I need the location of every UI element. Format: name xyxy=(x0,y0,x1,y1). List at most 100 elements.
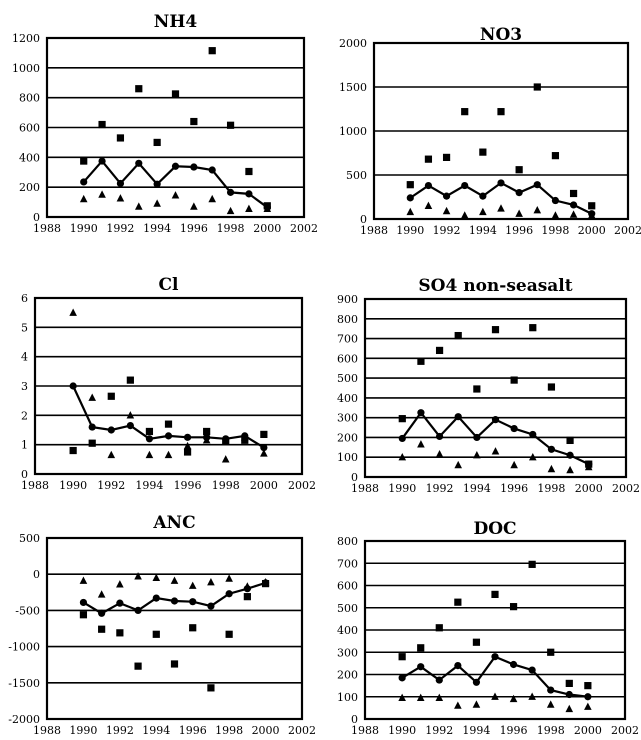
chart-doc-series-circle-line-line xyxy=(401,655,588,698)
chart-doc-xtick-label: 2000 xyxy=(574,724,602,737)
chart-so4-non-seasalt-xtick-label: 1994 xyxy=(463,482,491,495)
chart-no3-title: NO3 xyxy=(480,25,522,45)
chart-no3-ytick-label: 2000 xyxy=(339,37,367,50)
chart-so4-non-seasalt-series-circle-line-point xyxy=(473,433,481,442)
chart-nh4-series-circle-line-point xyxy=(208,166,216,174)
chart-nh4-series-circle-line-point xyxy=(153,180,161,188)
chart-cl-series-square-point xyxy=(69,446,77,455)
chart-no3-series-circle-line-point xyxy=(424,181,433,190)
chart-doc-ytick-label: 100 xyxy=(337,691,358,704)
chart-nh4-series-triangle-point xyxy=(79,194,88,203)
chart-so4-non-seasalt-ytick-label: 700 xyxy=(337,333,358,346)
chart-anc-series-triangle-point xyxy=(243,582,252,590)
chart-no3-series-triangle-point xyxy=(406,207,415,216)
chart-no3-series-square-point xyxy=(461,108,469,116)
chart-no3-ytick-label: 1000 xyxy=(339,125,367,138)
chart-no3-series-circle-line-point xyxy=(569,201,578,209)
chart-no3-series-triangle-point xyxy=(533,206,542,214)
chart-nh4-xtick-label: 1996 xyxy=(180,222,208,235)
chart-no3-ytick-label: 1500 xyxy=(339,81,367,94)
chart-doc-ytick-label: 600 xyxy=(337,580,358,593)
chart-cl: Cl 0 1 2 3 4 5 6 1988 1990 1992 1994 1996 1998 2000 200… xyxy=(21,275,316,492)
chart-cl-series-triangle-point xyxy=(240,433,249,441)
chart-cl-series-triangle-point xyxy=(107,450,116,459)
chart-doc-ytick-label: 0 xyxy=(351,713,358,726)
chart-doc-series-triangle xyxy=(398,692,592,713)
chart-cl-xtick-label: 1998 xyxy=(212,479,240,492)
chart-anc-series-square-point xyxy=(116,629,124,637)
chart-so4-non-seasalt-series-square-point xyxy=(435,346,444,355)
chart-nh4-series-triangle-point xyxy=(98,190,106,198)
chart-no3: NO3 0 500 1000 1500 2000 1988 1990 1992 1994 1996 1… xyxy=(339,25,641,237)
chart-no3-series-square-point xyxy=(497,108,505,116)
chart-nh4-series-square-point xyxy=(208,47,216,55)
chart-anc-series-triangle-point xyxy=(188,581,197,589)
chart-no3-xtick-label: 1998 xyxy=(541,224,569,237)
chart-nh4-series-triangle-point xyxy=(116,194,125,202)
chart-doc-ytick-label: 800 xyxy=(337,535,358,548)
chart-doc-series-circle-line-point xyxy=(584,693,592,701)
chart-cl-ytick-label: 5 xyxy=(21,321,28,334)
chart-doc-ytick-label: 700 xyxy=(337,557,358,570)
chart-doc-series-triangle-point xyxy=(528,692,536,700)
chart-so4-non-seasalt-series-triangle-point xyxy=(510,460,518,469)
chart-nh4-series-triangle-point xyxy=(190,202,198,210)
chart-doc-series-square-point xyxy=(472,638,481,646)
chart-doc-xtick-label: 1988 xyxy=(351,724,379,737)
chart-anc-series-triangle-point xyxy=(152,573,161,581)
chart-so4-non-seasalt-ytick-label: 800 xyxy=(337,313,358,326)
chart-so4-non-seasalt-series-square-point xyxy=(417,357,425,365)
chart-anc-series-triangle-point xyxy=(79,576,88,584)
chart-no3-series-triangle-point xyxy=(497,204,505,212)
chart-no3-series-square-point xyxy=(569,189,578,198)
chart-cl-series-triangle-point xyxy=(164,450,173,459)
chart-nh4-ytick-label: 800 xyxy=(19,92,40,105)
chart-doc-series-triangle-point xyxy=(454,701,462,709)
chart-doc-series-square-point xyxy=(454,598,462,606)
chart-so4-non-seasalt: SO4 non-seasalt 0 100 200 300 400 500 600 700 800… xyxy=(337,276,640,495)
chart-cl-xtick-label: 1996 xyxy=(174,479,202,492)
chart-no3-series-circle-line-point xyxy=(515,189,523,197)
chart-nh4-ytick-label: 400 xyxy=(19,151,40,164)
chart-no3-series-triangle-point xyxy=(479,207,487,216)
chart-no3-series-square xyxy=(406,83,596,210)
chart-cl-series-circle-line-point xyxy=(69,382,77,390)
chart-cl-series-circle-line-point xyxy=(88,423,96,431)
chart-anc-series-square-point xyxy=(243,593,251,601)
chart-nh4-series-square-point xyxy=(226,121,235,129)
chart-cl-ytick-label: 2 xyxy=(21,409,28,422)
chart-so4-non-seasalt-ytick-label: 500 xyxy=(337,372,358,385)
chart-no3-series-square-point xyxy=(406,181,414,189)
chart-no3-series-triangle-point xyxy=(442,206,451,215)
chart-so4-non-seasalt-ytick-label: 0 xyxy=(351,471,358,484)
chart-nh4-xtick-label: 1990 xyxy=(70,222,98,235)
chart-so4-non-seasalt-series-triangle xyxy=(398,440,593,474)
chart-cl-series-triangle-point xyxy=(260,449,268,457)
chart-cl-xtick-label: 1994 xyxy=(135,479,163,492)
chart-so4-non-seasalt-title: SO4 non-seasalt xyxy=(418,276,572,296)
chart-so4-non-seasalt-series-triangle-point xyxy=(435,450,444,458)
chart-anc-series-circle-line-point xyxy=(79,598,88,607)
chart-cl-series-square-point xyxy=(107,392,115,400)
chart-no3-series-square-point xyxy=(515,166,523,174)
chart-nh4-series-circle-line-point xyxy=(226,188,235,196)
chart-cl-ytick-label: 0 xyxy=(21,468,28,481)
chart-doc-ytick-label: 200 xyxy=(337,669,358,682)
chart-cl-series-triangle-point xyxy=(69,308,77,316)
chart-no3-series-square-point xyxy=(442,153,451,161)
chart-nh4-ytick-label: 1200 xyxy=(12,32,40,45)
chart-nh4-series-square-point xyxy=(135,85,143,93)
chart-cl-series-square-point xyxy=(260,430,268,438)
chart-so4-non-seasalt-series-triangle-point xyxy=(454,460,463,469)
chart-cl-xtick-label: 2002 xyxy=(288,479,316,492)
chart-anc-series-circle-line xyxy=(79,579,270,617)
chart-so4-non-seasalt-xtick-label: 1992 xyxy=(426,482,454,495)
chart-so4-non-seasalt-xtick-label: 2000 xyxy=(575,482,603,495)
chart-no3-series-circle-line xyxy=(406,179,596,218)
chart-cl-series-square-point xyxy=(164,420,173,428)
chart-doc-series-circle-line-point xyxy=(491,653,499,661)
chart-so4-non-seasalt-ytick-label: 600 xyxy=(337,352,358,365)
chart-cl-plot-frame xyxy=(33,296,304,476)
chart-no3-xtick-label: 1994 xyxy=(469,224,497,237)
chart-so4-non-seasalt-series-square-point xyxy=(454,331,462,340)
